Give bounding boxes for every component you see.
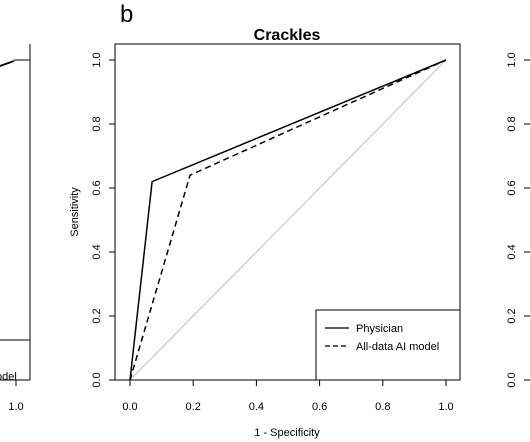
- right-y-tick-label: 0.4: [506, 244, 518, 259]
- y-tick-label: 0.8: [91, 116, 103, 131]
- right-y-tick-label: 0.8: [506, 116, 518, 131]
- x-tick-label: 0.8: [375, 401, 390, 413]
- y-tick-label: 1.0: [91, 52, 103, 67]
- panel-letter: b: [120, 1, 133, 28]
- y-tick-label: 0.2: [91, 308, 103, 323]
- legend: Physician All-data AI model: [315, 309, 461, 381]
- right-y-tick-label: 0.2: [506, 308, 518, 323]
- y-tick-label: 0.4: [91, 244, 103, 259]
- y-tick-label: 0.0: [91, 372, 103, 387]
- y-axis: 0.0 0.2 0.4 0.6 0.8 1.0: [91, 52, 115, 388]
- x-axis-title: 1 - Specificity: [254, 427, 320, 439]
- x-axis: 0.0 0.2 0.4 0.6 0.8 1.0: [122, 379, 454, 413]
- left-panel-fragment: odel 1.0: [0, 44, 31, 413]
- x-tick-label: 0.4: [249, 401, 264, 413]
- x-tick-label: 0.2: [186, 401, 201, 413]
- legend-label-ai-model: All-data AI model: [356, 341, 439, 353]
- reference-diagonal: [129, 59, 447, 381]
- series-line-physician: [129, 59, 447, 381]
- left-xtick-label: 1.0: [8, 401, 23, 413]
- series-layer: [129, 59, 447, 381]
- right-y-tick-label: 1.0: [506, 52, 518, 67]
- x-tick-label: 0.6: [312, 401, 327, 413]
- y-axis-title: Sensitivity: [69, 187, 81, 237]
- series-line-ai-model: [129, 59, 447, 381]
- x-tick-label: 0.0: [122, 401, 137, 413]
- right-panel-fragment: 0.0 0.2 0.4 0.6 0.8 1.0: [506, 52, 530, 388]
- x-tick-label: 1.0: [438, 401, 453, 413]
- chart-title: Crackles: [254, 27, 321, 44]
- right-y-tick-label: 0.0: [506, 372, 518, 387]
- y-tick-label: 0.6: [91, 180, 103, 195]
- right-y-tick-label: 0.6: [506, 180, 518, 195]
- left-curve: [0, 60, 15, 67]
- left-legend-text: odel: [0, 371, 17, 383]
- legend-box: [315, 309, 461, 381]
- legend-label-physician: Physician: [356, 323, 403, 335]
